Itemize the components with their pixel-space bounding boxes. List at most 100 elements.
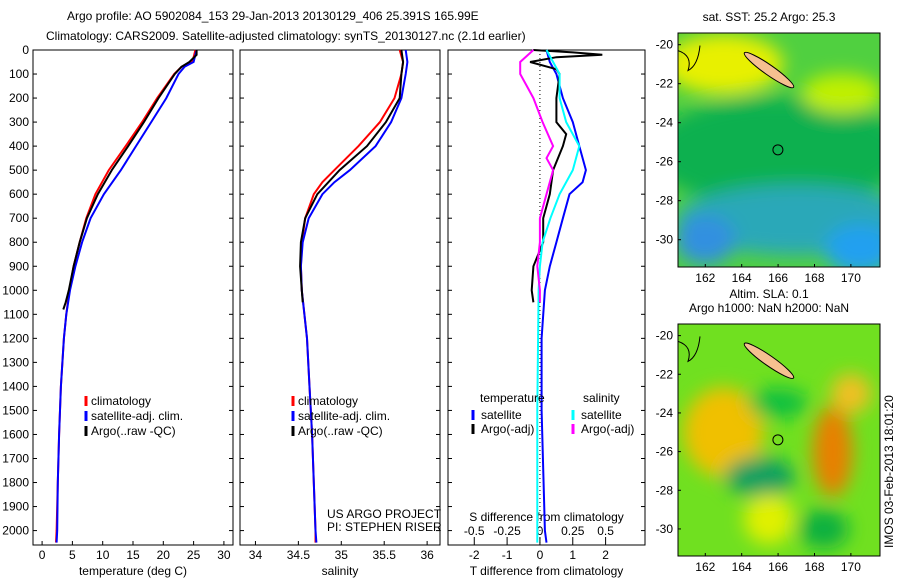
x-tick-label: 34.5 [287,548,311,562]
y-tick-label: 1900 [2,500,29,514]
y-tick-label: 2000 [2,524,29,538]
map-title: Argo h1000: NaN h2000: NaN [689,301,849,315]
field-patch [801,73,880,114]
x-tick-label: 35 [335,548,349,562]
map-field [678,324,880,556]
panel-salinity: 34 34.5 35 35.5 36 salinity climatologysatelli… [239,49,442,578]
x-tick-label: 1 [569,548,576,562]
field-patch [824,224,880,267]
x2-axis-label: S difference from climatology [469,510,624,524]
y-tick-label: 200 [9,91,29,105]
map-field [678,33,880,267]
x-axis-label: T difference from climatology [470,564,624,578]
legend-label: Argo(-adj) [581,422,634,436]
map-title: sat. SST: 25.2 Argo: 25.3 [703,10,836,24]
x-tick-label: 15 [126,548,140,562]
field-patch [724,456,795,497]
y-tick-label: 1200 [2,331,29,345]
x-tick-label: 168 [804,560,824,574]
field-patch [743,494,794,545]
x-tick-label: -1 [502,548,513,562]
field-patch [678,96,880,207]
legend-label: satellite [581,408,622,422]
x-tick-label: 166 [768,560,788,574]
sst-map: 162 164 166 168 170 -20 -22 -24 -26 -28 -30 sat. SS… [656,10,881,285]
y-tick-label: 600 [9,187,29,201]
x-tick-label: -2 [469,548,480,562]
y-tick-label: 700 [9,211,29,225]
legend-header: temperature [480,391,545,405]
x-tick-label: 170 [841,271,861,285]
map-title: Altim. SLA: 0.1 [729,287,809,301]
x-tick-label: 166 [768,271,788,285]
field-patch [830,373,871,414]
legend-label: Argo(..raw -QC) [298,424,383,438]
y-tick-label: 1000 [2,283,29,297]
x-tick-label: 162 [695,560,715,574]
x-axis-label: salinity [322,564,359,578]
y-tick-label: -28 [656,483,674,497]
x-tick-label: 35.5 [373,548,397,562]
x-tick-label: 10 [96,548,110,562]
map-frame [677,323,881,557]
y-tick-label: -30 [656,233,674,247]
x-tick-label: 168 [804,271,824,285]
series-line-t-satellite [540,49,587,543]
x-tick-label: 164 [732,271,752,285]
series-line-satellite-adj-clim- [299,49,409,543]
field-patch [812,406,853,497]
y-tick-label: 800 [9,235,29,249]
field-patch [748,388,809,419]
series-line-s-argo-adj- [519,49,555,303]
figure-title-line-2: Climatology: CARS2009. Satellite-adjuste… [46,29,526,43]
legend-label: satellite-adj. clim. [298,409,390,423]
figure-title-line-1: Argo profile: AO 5902084_153 29-Jan-2013… [67,9,479,23]
y-tick-label: -26 [656,445,674,459]
map-blobs [678,34,880,267]
y-tick-label: 1600 [2,427,29,441]
legend-label: satellite [481,408,522,422]
y-tick-label: 300 [9,115,29,129]
x-tick-label: 164 [732,560,752,574]
field-patch [683,387,764,478]
panel-difference: -2 -1 0 1 2 T difference from climatology -0.5… [447,49,646,578]
legend-label: climatology [298,394,358,408]
series-line-argo-raw-qc- [62,50,198,310]
y-tick-label: 900 [9,259,29,273]
argo-location-marker [772,434,784,446]
legend-label: Argo(-adj) [481,422,534,436]
plot-frame [239,49,441,546]
x-tick-label: 162 [695,271,715,285]
y-tick-label: 400 [9,139,29,153]
y-tick-label: -24 [656,406,674,420]
y-tick-label: -22 [656,367,674,381]
map-frame [677,32,881,268]
legend-label: climatology [91,394,151,408]
island-new-caledonia [743,342,795,379]
panel-temperature: 0100200300400500600700800900100011001200… [2,43,234,578]
coastline [678,45,701,72]
y-tick-label: 1100 [3,307,29,321]
series-line-satellite-adj-clim- [55,49,198,543]
x-tick-label: 170 [841,560,861,574]
sla-map: 162 164 166 168 170 -20 -22 -24 -26 -28 -30 Altim. … [656,287,881,574]
field-patch [798,508,849,549]
field-patch [678,34,784,95]
y-tick-label: -22 [656,77,674,91]
map-blobs [683,373,871,549]
field-patch [678,214,736,265]
y-tick-label: -26 [656,155,674,169]
y-tick-label: 1700 [2,451,29,465]
series-line-s-satellite [536,49,581,543]
y-tick-label: -28 [656,194,674,208]
island-new-caledonia [743,51,795,89]
x-axis-label: temperature (deg C) [79,564,187,578]
argo-location-marker [772,144,784,156]
x2-tick-label: -0.25 [493,524,521,538]
x-tick-label: 5 [69,548,76,562]
legend-label: satellite-adj. clim. [91,409,183,423]
y-tick-label: -30 [656,522,674,536]
x-tick-label: 2 [602,548,609,562]
y-tick-label: 500 [9,163,29,177]
